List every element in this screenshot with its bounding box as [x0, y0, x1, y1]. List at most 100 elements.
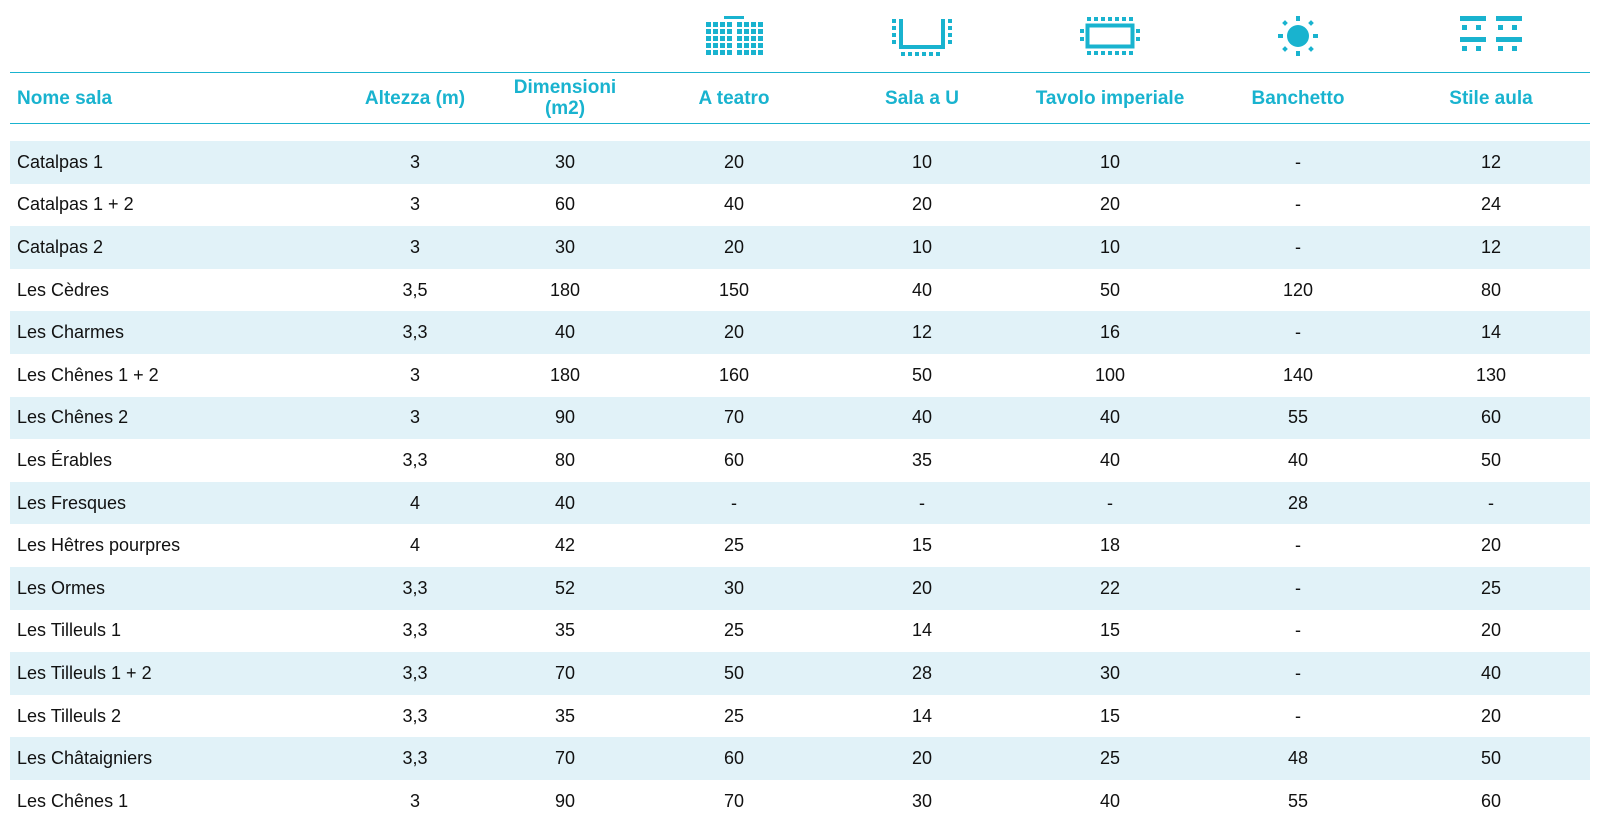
cell-banchetto: 55: [1287, 407, 1309, 428]
cell-nome-sala: Les Chênes 2: [17, 407, 129, 428]
cell-tavolo-imperiale: 50: [1099, 279, 1121, 300]
cell-dimensioni: 90: [554, 407, 576, 428]
cell-nome-sala: Les Chênes 1: [17, 790, 129, 811]
cell-stile-aula: 60: [1480, 790, 1502, 811]
table-header-row: Nome sala Altezza (m) Dimensioni (m2) A t…: [10, 73, 1590, 123]
cell-banchetto: -: [1295, 577, 1301, 598]
cell-tavolo-imperiale: 40: [1099, 790, 1121, 811]
header-bottom-rule: [10, 123, 1590, 124]
cell-stile-aula: 24: [1480, 194, 1502, 215]
cell-sala-a-u: 50: [911, 364, 933, 385]
cell-a-teatro: 20: [723, 151, 745, 172]
cell-altezza: 3,3: [402, 705, 428, 726]
cell-tavolo-imperiale: 100: [1094, 364, 1126, 385]
table-row: Catalpas 1 3 30 20 10 10 - 12: [10, 141, 1590, 184]
cell-nome-sala: Les Hêtres pourpres: [17, 535, 181, 556]
table-row: Les Châtaigniers 3,3 70 60 20 25 48 50: [10, 737, 1590, 780]
table-row: Les Cèdres 3,5 180 150 40 50 120 80: [10, 269, 1590, 312]
cell-stile-aula: 14: [1480, 322, 1502, 343]
table-row: Les Tilleuls 1 3,3 35 25 14 15 - 20: [10, 610, 1590, 653]
cell-banchetto: 40: [1287, 449, 1309, 470]
cell-sala-a-u: 28: [911, 662, 933, 683]
cell-stile-aula: 12: [1480, 236, 1502, 257]
cell-tavolo-imperiale: 25: [1099, 748, 1121, 769]
cell-nome-sala: Les Chênes 1 + 2: [17, 364, 159, 385]
cell-altezza: 3,3: [402, 322, 428, 343]
cell-altezza: 3,3: [402, 748, 428, 769]
classroom-seating-icon: [1392, 0, 1590, 72]
header-a-teatro: A teatro: [698, 87, 770, 109]
cell-dimensioni: 60: [554, 194, 576, 215]
cell-a-teatro: 25: [723, 705, 745, 726]
empty-cell: [10, 0, 340, 72]
cell-sala-a-u: 12: [911, 322, 933, 343]
cell-nome-sala: Les Tilleuls 1 + 2: [17, 662, 152, 683]
cell-a-teatro: 150: [718, 279, 750, 300]
table-body: Catalpas 1 3 30 20 10 10 - 12 Catalpas 1 + 2 3 60 4…: [10, 141, 1590, 823]
cell-tavolo-imperiale: 20: [1099, 194, 1121, 215]
theater-seating-icon: [640, 0, 828, 72]
empty-cell: [490, 0, 640, 72]
cell-a-teatro: 70: [723, 407, 745, 428]
cell-nome-sala: Les Cèdres: [17, 279, 110, 300]
cell-altezza: 3,5: [402, 279, 428, 300]
cell-dimensioni: 35: [554, 705, 576, 726]
cell-altezza: 4: [409, 535, 420, 556]
cell-stile-aula: -: [1488, 492, 1494, 513]
cell-altezza: 3,3: [402, 620, 428, 641]
cell-tavolo-imperiale: 30: [1099, 662, 1121, 683]
cell-stile-aula: 80: [1480, 279, 1502, 300]
cell-sala-a-u: 10: [911, 151, 933, 172]
cell-banchetto: -: [1295, 620, 1301, 641]
cell-altezza: 4: [409, 492, 420, 513]
cell-sala-a-u: 14: [911, 705, 933, 726]
cell-stile-aula: 50: [1480, 748, 1502, 769]
cell-a-teatro: 20: [723, 322, 745, 343]
cell-banchetto: 140: [1282, 364, 1314, 385]
cell-dimensioni: 70: [554, 748, 576, 769]
header-altezza: Altezza (m): [364, 87, 466, 109]
cell-dimensioni: 40: [554, 492, 576, 513]
cell-altezza: 3: [409, 194, 420, 215]
cell-stile-aula: 40: [1480, 662, 1502, 683]
cell-a-teatro: 60: [723, 449, 745, 470]
cell-a-teatro: 25: [723, 620, 745, 641]
cell-stile-aula: 50: [1480, 449, 1502, 470]
table-row: Les Tilleuls 2 3,3 35 25 14 15 - 20: [10, 695, 1590, 738]
cell-banchetto: -: [1295, 151, 1301, 172]
cell-altezza: 3: [409, 151, 420, 172]
cell-nome-sala: Les Ormes: [17, 577, 106, 598]
cell-sala-a-u: 30: [911, 790, 933, 811]
cell-altezza: 3,3: [402, 662, 428, 683]
cell-nome-sala: Les Tilleuls 1: [17, 620, 122, 641]
cell-nome-sala: Catalpas 1: [17, 151, 104, 172]
cell-sala-a-u: 20: [911, 194, 933, 215]
table-row: Les Fresques 4 40 - - - 28 -: [10, 481, 1590, 525]
cell-nome-sala: Les Fresques: [17, 492, 127, 513]
table-row: Les Chênes 2 3 90 70 40 40 55 60: [10, 396, 1590, 440]
table-row: Les Chênes 1 3 90 70 30 40 55 60: [10, 780, 1590, 823]
table-row: Les Charmes 3,3 40 20 12 16 - 14: [10, 311, 1590, 354]
table-row: Les Chênes 1 + 2 3 180 160 50 100 140 130: [10, 354, 1590, 397]
cell-banchetto: 48: [1287, 748, 1309, 769]
cell-sala-a-u: -: [919, 492, 925, 513]
cell-banchetto: 28: [1287, 492, 1309, 513]
cell-dimensioni: 90: [554, 790, 576, 811]
table-row: Catalpas 2 3 30 20 10 10 - 12: [10, 226, 1590, 269]
table-row: Les Tilleuls 1 + 2 3,3 70 50 28 30 - 40: [10, 652, 1590, 695]
cell-dimensioni: 70: [554, 662, 576, 683]
cell-banchetto: -: [1295, 322, 1301, 343]
boardroom-table-icon: [1016, 0, 1204, 72]
header-banchetto: Banchetto: [1251, 87, 1345, 109]
cell-stile-aula: 20: [1480, 620, 1502, 641]
cell-sala-a-u: 35: [911, 449, 933, 470]
cell-dimensioni: 52: [554, 577, 576, 598]
cell-a-teatro: 20: [723, 236, 745, 257]
cell-stile-aula: 25: [1480, 577, 1502, 598]
cell-banchetto: -: [1295, 194, 1301, 215]
table-row: Les Ormes 3,3 52 30 20 22 - 25: [10, 566, 1590, 610]
cell-banchetto: 55: [1287, 790, 1309, 811]
u-shape-seating-icon: [828, 0, 1016, 72]
cell-banchetto: -: [1295, 705, 1301, 726]
header-tavolo-imperiale: Tavolo imperiale: [1035, 87, 1185, 109]
